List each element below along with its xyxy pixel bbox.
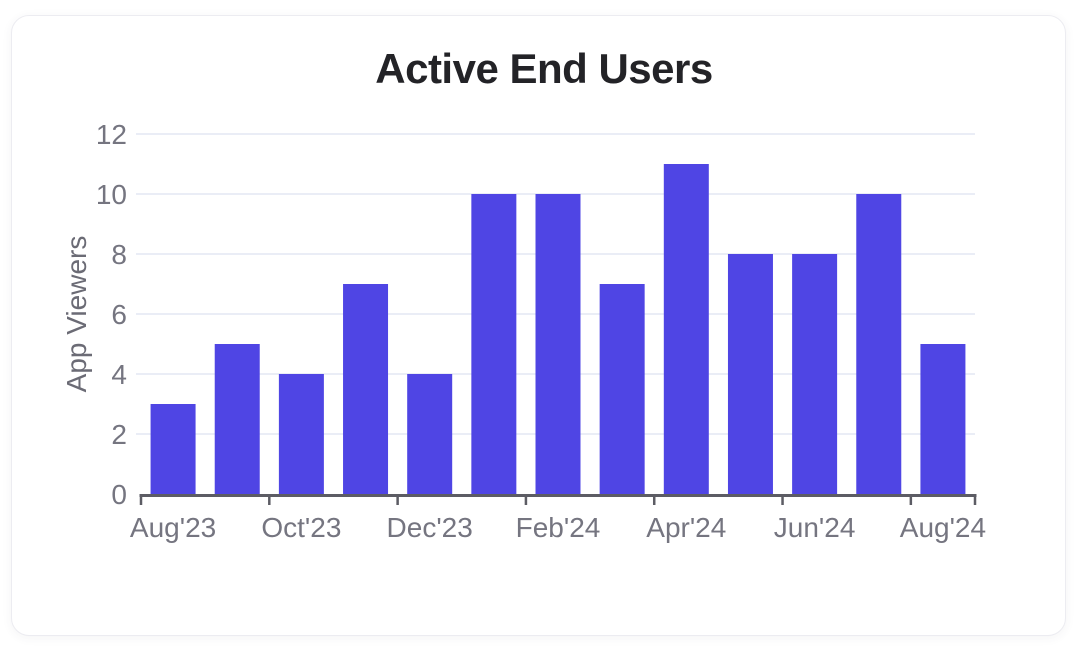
bar-Aug'24[interactable] [920,344,966,494]
bar-Aug'23[interactable] [150,404,196,494]
bar-Jul'24[interactable] [856,194,902,494]
x-tick-label-Feb'24: Feb'24 [516,512,601,543]
y-tick-label-8: 8 [111,239,127,270]
chart-title: Active End Users [375,45,713,92]
bar-May'24[interactable] [727,254,773,494]
bar-Mar'24[interactable] [599,284,645,494]
x-tick-label-Jun'24: Jun'24 [774,512,856,543]
bar-Oct'23[interactable] [278,374,324,494]
y-axis-title: App Viewers [61,236,92,393]
bar-Jun'24[interactable] [792,254,838,494]
x-tick-label-Dec'23: Dec'23 [387,512,473,543]
bar-Jan'24[interactable] [471,194,517,494]
bar-Feb'24[interactable] [535,194,581,494]
y-tick-label-2: 2 [111,419,127,450]
y-tick-label-0: 0 [111,479,127,510]
bar-Sep'23[interactable] [214,344,260,494]
bar-Dec'23[interactable] [407,374,453,494]
x-tick-label-Apr'24: Apr'24 [646,512,726,543]
y-tick-label-4: 4 [111,359,127,390]
x-tick-label-Oct'23: Oct'23 [261,512,341,543]
y-tick-label-12: 12 [96,119,127,150]
bar-Apr'24[interactable] [663,164,709,494]
y-tick-label-10: 10 [96,179,127,210]
bar-Nov'23[interactable] [343,284,389,494]
y-tick-label-6: 6 [111,299,127,330]
x-tick-label-Aug'24: Aug'24 [900,512,986,543]
x-tick-label-Aug'23: Aug'23 [130,512,216,543]
